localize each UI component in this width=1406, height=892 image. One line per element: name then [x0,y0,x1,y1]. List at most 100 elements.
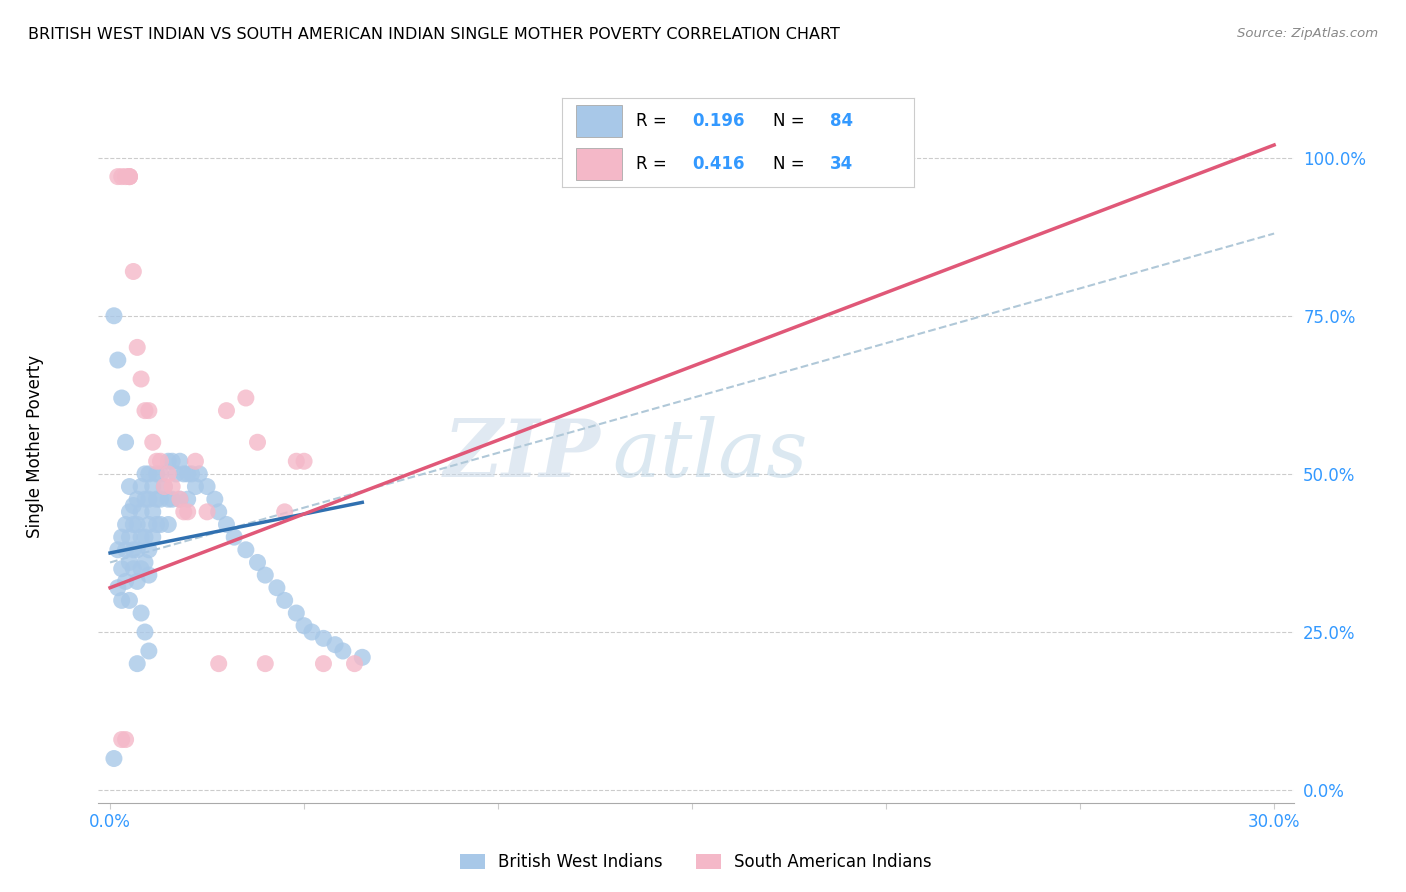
Point [160,479,183,493]
Point [111,562,134,576]
Point [127,542,149,557]
Point [180,467,202,481]
Text: N =: N = [773,112,810,130]
Point [301,625,323,640]
Point [129,372,152,386]
Point [195,505,218,519]
Point [145,517,167,532]
Point [352,650,374,665]
Point [134,530,156,544]
Point [118,479,141,493]
Point [160,454,183,468]
Point [312,632,335,646]
Text: 34: 34 [830,155,853,173]
Point [111,732,134,747]
Legend: British West Indians, South American Indians: British West Indians, South American Ind… [453,847,939,878]
Text: atlas: atlas [612,417,807,493]
Point [145,467,167,481]
Point [122,517,145,532]
Point [129,505,152,519]
Point [114,517,136,532]
Point [273,505,295,519]
Text: R =: R = [636,155,672,173]
Point [107,169,129,184]
Point [292,618,315,632]
Point [134,403,156,417]
Point [138,644,160,658]
Point [142,530,165,544]
Point [127,517,149,532]
Point [332,644,354,658]
Point [184,454,207,468]
FancyBboxPatch shape [576,148,621,180]
Point [134,625,156,640]
Point [215,517,238,532]
Point [142,505,165,519]
Point [114,542,136,557]
Point [169,492,191,507]
Point [122,562,145,576]
Point [173,467,195,481]
Point [114,732,136,747]
Point [235,391,257,405]
Point [224,530,246,544]
Point [118,169,141,184]
Point [145,492,167,507]
Point [285,606,308,620]
Point [118,593,141,607]
Point [134,492,156,507]
Text: Source: ZipAtlas.com: Source: ZipAtlas.com [1237,27,1378,40]
Point [273,593,295,607]
Point [246,556,269,570]
Point [149,467,172,481]
Text: BRITISH WEST INDIAN VS SOUTH AMERICAN INDIAN SINGLE MOTHER POVERTY CORRELATION C: BRITISH WEST INDIAN VS SOUTH AMERICAN IN… [28,27,839,42]
Point [323,638,346,652]
Point [142,435,165,450]
Point [129,479,152,493]
Text: ZIP: ZIP [443,417,600,493]
Point [157,492,180,507]
Point [208,505,231,519]
Point [114,435,136,450]
Point [111,593,134,607]
Point [127,574,149,589]
Point [254,657,277,671]
Point [138,492,160,507]
Text: Single Mother Poverty: Single Mother Poverty [27,354,44,538]
Point [138,403,160,417]
Point [122,542,145,557]
Point [129,530,152,544]
Point [103,309,125,323]
Point [134,556,156,570]
Point [142,479,165,493]
Text: N =: N = [773,155,810,173]
Point [138,542,160,557]
Text: 0.416: 0.416 [692,155,745,173]
Point [160,492,183,507]
Point [134,467,156,481]
Point [246,435,269,450]
Point [173,505,195,519]
Point [266,581,288,595]
Text: 84: 84 [830,112,852,130]
Text: R =: R = [636,112,672,130]
Point [157,454,180,468]
Point [204,492,226,507]
Point [169,492,191,507]
Point [184,479,207,493]
Point [157,517,180,532]
Point [127,340,149,354]
Point [107,353,129,368]
Point [215,403,238,417]
Point [235,542,257,557]
Point [165,467,187,481]
Point [107,581,129,595]
Point [153,479,176,493]
Point [157,467,180,481]
Point [188,467,211,481]
Point [118,169,141,184]
Point [118,530,141,544]
Point [169,454,191,468]
Point [149,517,172,532]
Point [138,517,160,532]
